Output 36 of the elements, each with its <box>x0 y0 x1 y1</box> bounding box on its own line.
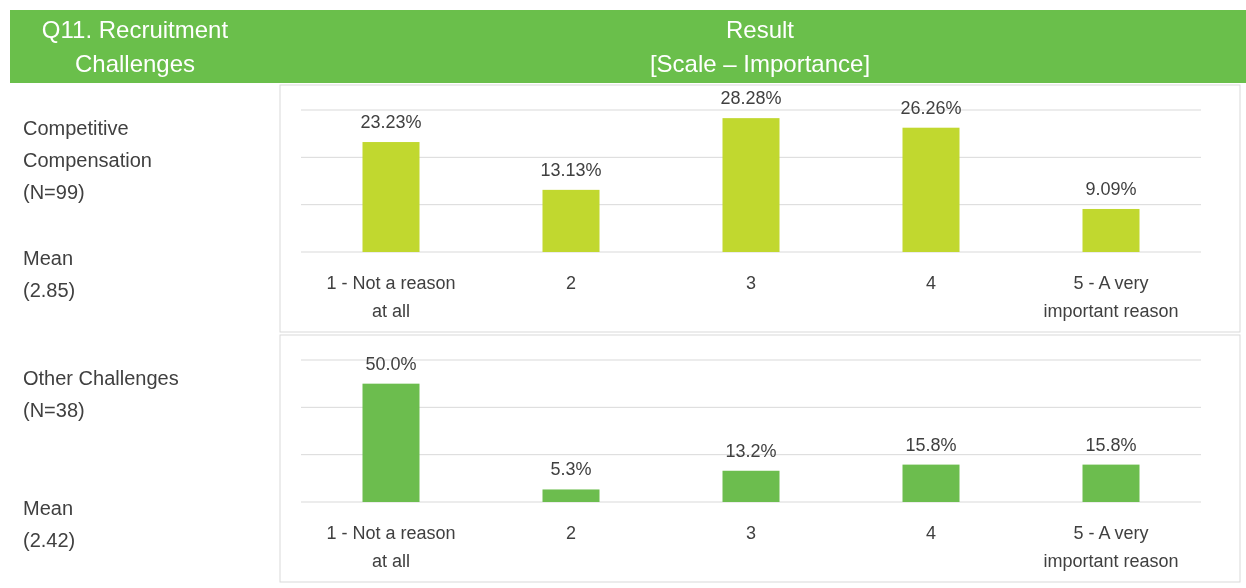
data-label: 13.13% <box>540 159 602 180</box>
bar <box>362 142 420 252</box>
bar <box>722 118 780 252</box>
data-label: 50.0% <box>365 353 417 374</box>
text: Result [Scale – Importance] <box>649 16 871 77</box>
bar <box>542 189 600 252</box>
x-tick-label: 5 - A very important reason <box>1043 273 1179 321</box>
x-tick-label: 5 - A very important reason <box>1043 523 1179 571</box>
x-tick-label: 3 <box>745 523 757 543</box>
data-label: 9.09% <box>1085 178 1137 199</box>
x-tick-label: 4 <box>925 523 937 543</box>
x-tick-label: 2 <box>565 273 577 293</box>
data-label: 13.2% <box>725 440 777 461</box>
text: Mean (2.85) <box>23 247 76 301</box>
text: Other Challenges (N=38) <box>23 367 179 421</box>
x-tick-label: 1 - Not a reason at all <box>326 273 456 321</box>
data-label: 15.8% <box>905 434 957 455</box>
bar <box>1082 208 1140 252</box>
data-label: 23.23% <box>360 112 422 133</box>
bar <box>902 464 960 502</box>
data-label: 28.28% <box>720 88 782 109</box>
x-tick-label: 3 <box>745 273 757 293</box>
x-tick-label: 2 <box>565 523 577 543</box>
x-tick-label: 1 - Not a reason at all <box>326 523 456 571</box>
data-label: 26.26% <box>900 97 962 118</box>
bar <box>902 127 960 252</box>
data-label: 15.8% <box>1085 434 1137 455</box>
bar <box>542 489 600 502</box>
bar <box>362 383 420 502</box>
x-tick-label: 4 <box>925 273 937 293</box>
data-label: 5.3% <box>550 459 592 480</box>
bar <box>1082 464 1140 502</box>
bar <box>722 470 780 502</box>
text: Competitive Compensation (N=99) <box>23 117 152 203</box>
text: Mean (2.42) <box>23 497 76 551</box>
text: Q11. Recruitment Challenges <box>41 16 229 77</box>
